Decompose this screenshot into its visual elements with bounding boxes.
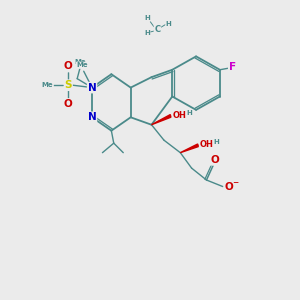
Text: OH: OH	[172, 111, 186, 120]
Text: H: H	[144, 30, 150, 36]
Text: N: N	[88, 82, 96, 93]
Text: S: S	[64, 80, 72, 90]
Polygon shape	[180, 144, 199, 153]
Text: H: H	[186, 110, 192, 116]
Text: H: H	[144, 15, 150, 21]
Text: H: H	[214, 139, 220, 145]
Polygon shape	[152, 115, 171, 125]
Text: Me: Me	[76, 62, 88, 68]
Text: O: O	[64, 99, 73, 109]
Text: H: H	[166, 21, 172, 27]
Text: O: O	[210, 155, 219, 165]
Text: Me: Me	[74, 59, 86, 65]
Text: O: O	[64, 61, 73, 71]
Text: Me: Me	[42, 82, 53, 88]
Text: C: C	[154, 25, 160, 34]
Text: ⁻: ⁻	[232, 179, 239, 193]
Text: O: O	[224, 182, 233, 192]
Text: OH: OH	[200, 140, 213, 149]
Text: F: F	[229, 62, 236, 72]
Text: N: N	[88, 112, 96, 122]
